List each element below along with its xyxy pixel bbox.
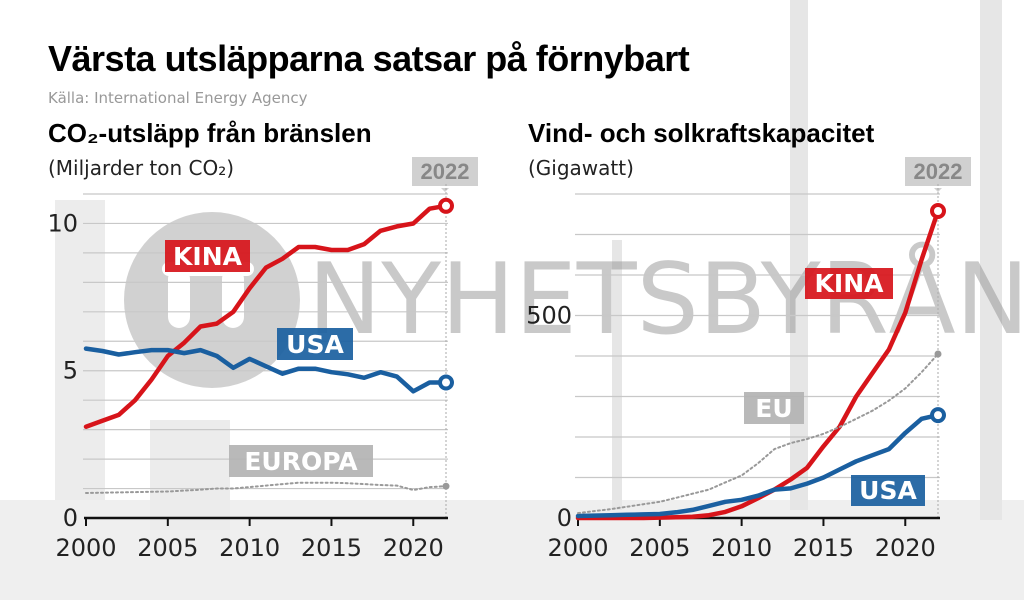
x-tick-label: 2010 xyxy=(219,534,280,562)
chart-subtitle-co2: (Miljarder ton CO₂) xyxy=(48,156,235,180)
page-title: Värsta utsläpparna satsar på förnybart xyxy=(48,38,690,79)
end-point-kina xyxy=(930,203,946,220)
series-label-europa: EUROPA xyxy=(244,447,358,476)
y-tick-label: 0 xyxy=(63,504,78,532)
series-label-box-europa xyxy=(229,445,373,477)
series-label-kina: KINA xyxy=(173,242,243,271)
series-label-eu: EU xyxy=(755,394,792,423)
series-line-usa xyxy=(83,346,449,394)
series-label-box-usa xyxy=(851,475,925,506)
series-label-usa: USA xyxy=(286,330,344,359)
x-tick-label: 2015 xyxy=(301,534,362,562)
series-label-usa: USA xyxy=(859,476,917,505)
x-tick-label: 2000 xyxy=(55,534,116,562)
end-point-eu xyxy=(934,350,942,358)
end-point-usa xyxy=(930,407,946,424)
source-note: Källa: International Energy Agency xyxy=(48,89,308,107)
x-tick-label: 2010 xyxy=(711,534,772,562)
year-badge-capacity: 2022 xyxy=(905,157,971,192)
series-line-kina xyxy=(83,203,449,429)
chart-title-co2: CO₂-utsläpp från bränslen xyxy=(48,118,372,148)
series-line-europa xyxy=(85,481,447,494)
y-tick-label: 5 xyxy=(63,357,78,385)
series-label-box-eu xyxy=(744,392,804,424)
x-tick-label: 2000 xyxy=(547,534,608,562)
series-line-kina xyxy=(575,208,941,521)
x-tick-label: 2015 xyxy=(793,534,854,562)
chart-0: 0 5 10 2000 2005 2010 2015 2020 KINA USA EUROPA xyxy=(47,184,454,562)
y-tick-label: 500 xyxy=(526,302,572,330)
end-point-usa xyxy=(438,374,454,391)
series-line-usa xyxy=(575,412,941,519)
x-tick-label: 2005 xyxy=(137,534,198,562)
series-line-eu xyxy=(577,353,939,515)
end-point-kina xyxy=(438,197,454,214)
series-label-kina: KINA xyxy=(815,269,885,298)
x-tick-label: 2005 xyxy=(629,534,690,562)
chart-1: 0 500 2000 2005 2010 2015 2020 KINA USA EU xyxy=(526,184,946,562)
chart-subtitle-capacity: (Gigawatt) xyxy=(528,156,634,180)
year-badge-co2: 2022 xyxy=(412,157,478,192)
series-label-box-kina xyxy=(805,268,893,299)
y-tick-label: 0 xyxy=(557,504,572,532)
watermark-text: NYHETSBYRÅN xyxy=(308,242,1024,357)
series-label-box-kina xyxy=(165,240,250,272)
end-point-europa xyxy=(442,482,450,490)
y-tick-label: 10 xyxy=(47,209,78,237)
x-tick-label: 2020 xyxy=(875,534,936,562)
x-tick-label: 2020 xyxy=(383,534,444,562)
series-label-box-usa xyxy=(277,328,353,360)
chart-title-capacity: Vind- och solkraftskapacitet xyxy=(528,118,875,148)
wind-turbine-photo xyxy=(612,0,1002,520)
